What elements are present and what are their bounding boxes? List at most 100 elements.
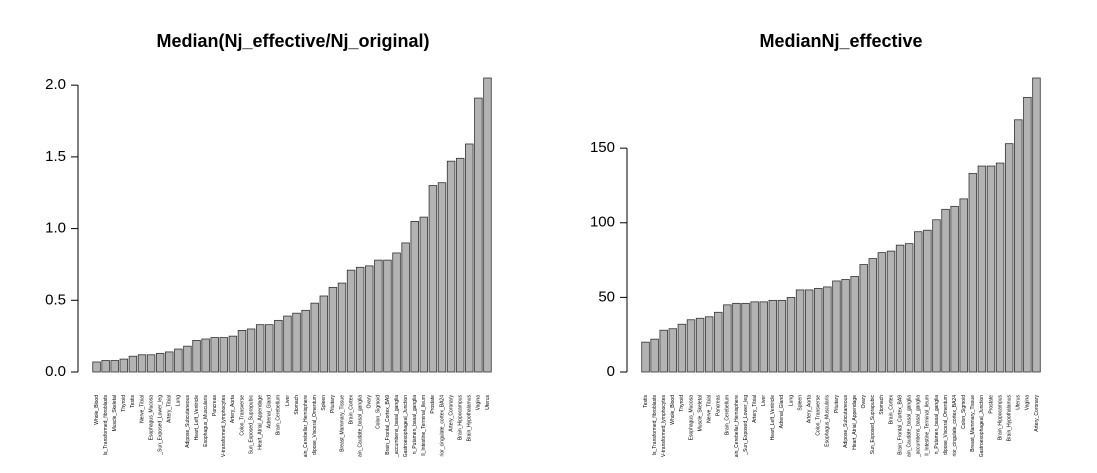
- x-tick-label: Uterus: [1016, 395, 1022, 410]
- x-tick-label: Vagina: [476, 395, 482, 410]
- bar: [219, 337, 229, 373]
- bar: [904, 243, 914, 373]
- bar: [201, 338, 210, 373]
- x-tick-label: dipose_Visceral_Omentum: [312, 395, 318, 455]
- x-tick-label: Vagina: [1025, 395, 1031, 410]
- x-tick-label: Stomach: [294, 395, 300, 415]
- bar: [328, 286, 338, 373]
- x-tick-label: ain_Cerebellar_Hemisphere: [734, 395, 740, 457]
- x-tick-label: Adipose_Subcutaneous: [843, 395, 849, 448]
- bar: [977, 165, 987, 373]
- bar: [483, 77, 492, 373]
- y-tick-label: 0.5: [45, 291, 66, 308]
- bar: [210, 337, 219, 373]
- bar: [283, 315, 292, 373]
- x-tick-label: Nerve_Tibial: [707, 395, 713, 423]
- bar: [695, 317, 705, 373]
- bar: [732, 302, 741, 373]
- bar: [995, 162, 1005, 373]
- x-tick-label: Brain_Cerebellum: [276, 395, 282, 435]
- x-tick-label: Heart_Left_Ventricle: [770, 395, 776, 441]
- x-tick-label: Brain_Cortex: [348, 395, 354, 425]
- bar: [959, 198, 968, 373]
- bar: [677, 323, 687, 373]
- y-tick-label: 100: [590, 214, 615, 231]
- x-tick-label: Whole_Blood: [94, 395, 100, 425]
- bar: [1014, 119, 1023, 373]
- x-tick-label: dipose_Visceral_Omentum: [943, 395, 949, 455]
- x-tick-label: Spleen: [797, 395, 803, 411]
- bar: [777, 299, 787, 373]
- x-tick-label: Lung: [788, 395, 794, 406]
- x-tick-label: Artery_Coronary: [1034, 395, 1040, 432]
- bar: [319, 295, 329, 373]
- x-tick-label: Breast_Mammary_Tissue: [339, 395, 345, 452]
- bar: [686, 319, 696, 373]
- bar: [155, 352, 165, 373]
- chart-title: Median(Nj_effective/Nj_original): [156, 31, 429, 51]
- bar: [292, 312, 301, 373]
- x-tick-label: _accumbens_basal_ganglia: [916, 395, 922, 458]
- x-tick-label: Muscle_Skeletal: [112, 395, 118, 431]
- bar: [274, 319, 283, 373]
- x-tick-label: Artery_Coronary: [448, 395, 454, 432]
- x-tick-label: Heart_Atrial_Appendage: [258, 395, 264, 450]
- x-tick-label: Pancreas: [212, 395, 218, 417]
- bar: [795, 289, 805, 373]
- x-tick-label: _accumbens_basal_ganglia: [394, 395, 400, 458]
- x-tick-label: Artery_Aorta: [230, 395, 236, 423]
- x-tick-label: Pituitary: [834, 395, 840, 414]
- x-tick-label: ls_Transformed_fibroblasts: [652, 395, 658, 456]
- x-tick-label: Testis: [130, 395, 136, 408]
- x-tick-label: Brain_Frontal_Cortex_BA9: [385, 395, 391, 455]
- x-tick-label: Artery_Aorta: [807, 395, 813, 423]
- x-tick-label: Spleen: [321, 395, 327, 411]
- x-tick-label: n_Putamen_basal_ganglia: [412, 395, 418, 454]
- bar: [868, 258, 878, 373]
- bar: [914, 231, 923, 373]
- bar: [668, 328, 678, 373]
- bar: [650, 338, 659, 373]
- bar: [750, 301, 759, 373]
- x-tick-label: Stomach: [879, 395, 885, 415]
- bar: [237, 330, 247, 373]
- x-tick-label: rior_cingulate_cortex_BA24: [952, 395, 958, 457]
- x-tick-label: Sun_Exposed_Suprapubic: [248, 395, 254, 455]
- x-tick-label: Brain_Hippocampus: [997, 395, 1003, 441]
- bar: [465, 143, 474, 373]
- bar: [704, 316, 714, 373]
- x-tick-label: Colon_Transverse: [816, 395, 822, 436]
- y-tick-label: 1.0: [45, 220, 66, 237]
- chart-title: MedianNj_effective: [759, 31, 922, 51]
- bar: [841, 279, 850, 373]
- x-tick-label: Ovary: [861, 395, 867, 409]
- bar: [110, 360, 119, 373]
- bar: [804, 289, 814, 373]
- bar: [437, 182, 447, 373]
- x-tick-label: Brain_Hypothalamus: [1007, 395, 1013, 442]
- bar: [877, 252, 887, 373]
- x-tick-label: Gastroesophageal_Junction: [403, 395, 409, 457]
- x-tick-label: Colon_Sigmoid: [961, 395, 967, 429]
- x-tick-label: Adipose_Subcutaneous: [185, 395, 191, 448]
- x-tick-label: n_Putamen_basal_ganglia: [934, 395, 940, 454]
- x-tick-label: Liver: [285, 395, 291, 406]
- bar: [1032, 77, 1041, 373]
- bar: [832, 280, 841, 373]
- bar: [365, 265, 374, 373]
- bar: [146, 354, 156, 373]
- x-tick-label: Brain_Cortex: [888, 395, 894, 425]
- bar: [814, 288, 823, 373]
- x-tick-label: Esophagus_Muscularis: [203, 395, 209, 447]
- x-tick-label: Esophagus_Muscularis: [825, 395, 831, 447]
- x-tick-label: Gastroesophageal_Junction: [979, 395, 985, 457]
- bar: [941, 208, 950, 373]
- x-tick-label: V-transformed_lymphocytes: [221, 395, 227, 457]
- bar: [165, 351, 174, 373]
- x-tick-label: Sun_Exposed_Suprapubic: [870, 395, 876, 455]
- bar: [986, 165, 996, 373]
- x-tick-label: Prostate: [430, 395, 436, 414]
- y-tick-label: 0.0: [45, 363, 66, 380]
- y-tick-label: 2.0: [45, 76, 66, 93]
- bar: [410, 221, 419, 373]
